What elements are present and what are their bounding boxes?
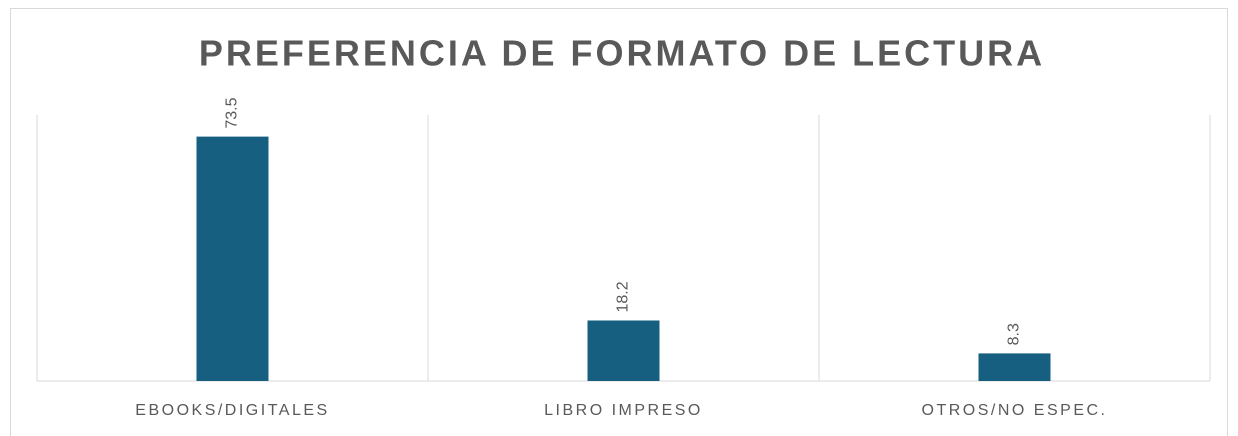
- value-label: 18.2: [615, 281, 632, 312]
- value-label: 73.5: [224, 97, 241, 128]
- chart-title: PREFERENCIA DE FORMATO DE LECTURA: [199, 33, 1045, 74]
- bar: [587, 320, 660, 381]
- bar: [196, 136, 269, 381]
- x-tick-label: LIBRO IMPRESO: [544, 402, 703, 419]
- bar: [978, 353, 1051, 381]
- value-label: 8.3: [1006, 323, 1023, 345]
- x-tick-label: EBOOKS/DIGITALES: [135, 402, 329, 419]
- x-tick-label: OTROS/NO ESPEC.: [922, 402, 1108, 419]
